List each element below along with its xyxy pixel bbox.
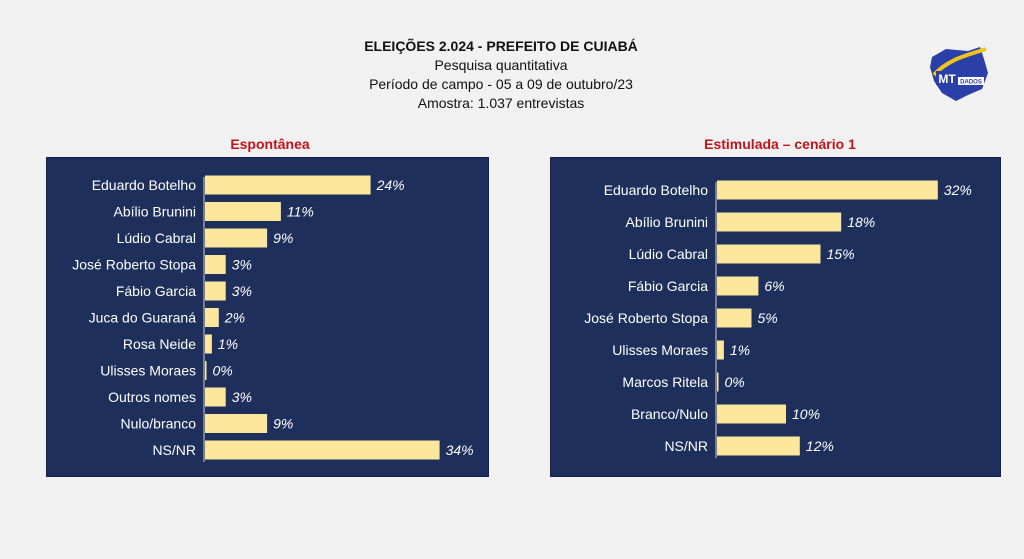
data-label: 2% xyxy=(224,310,245,326)
category-label: Eduardo Botelho xyxy=(92,177,197,193)
bar xyxy=(205,361,207,380)
bar xyxy=(717,372,719,392)
category-label: NS/NR xyxy=(152,442,196,458)
data-label: 3% xyxy=(232,389,252,405)
category-label: Ulisses Moraes xyxy=(100,363,196,379)
data-label: 15% xyxy=(827,246,855,262)
data-label: 1% xyxy=(730,342,750,358)
data-label: 9% xyxy=(273,416,293,432)
data-label: 9% xyxy=(273,230,293,246)
category-label: Lúdio Cabral xyxy=(629,246,708,262)
bar xyxy=(205,440,440,460)
report-title: ELEIÇÕES 2.024 - PREFEITO DE CUIABÁ xyxy=(364,38,638,54)
bar xyxy=(205,414,268,433)
category-label: Eduardo Botelho xyxy=(604,182,709,198)
report-sample: Amostra: 1.037 entrevistas xyxy=(417,95,585,111)
category-label: Marcos Ritela xyxy=(622,374,708,390)
bar xyxy=(205,175,371,195)
data-label: 32% xyxy=(944,182,972,198)
bar xyxy=(717,244,821,264)
report-header: ELEIÇÕES 2.024 - PREFEITO DE CUIABÁ Pesq… xyxy=(0,37,1002,113)
data-label: 0% xyxy=(213,363,233,379)
category-label: Ulisses Moraes xyxy=(612,342,708,358)
data-label: 10% xyxy=(792,406,820,422)
category-label: Abílio Brunini xyxy=(114,204,197,220)
category-label: Fábio Garcia xyxy=(116,283,196,299)
category-label: José Roberto Stopa xyxy=(72,257,196,273)
bar xyxy=(205,281,226,301)
report-period: Período de campo - 05 a 09 de outubro/23 xyxy=(369,76,633,92)
category-label: Rosa Neide xyxy=(123,336,196,352)
category-label: Nulo/branco xyxy=(121,416,197,432)
bar xyxy=(717,308,752,328)
chart-estimulada: Eduardo Botelho 32% Abílio Brunini 18% Lúdio… xyxy=(584,180,972,458)
logo-subtext: DADOS xyxy=(960,80,982,86)
chart-panel-espontanea: Eduardo Botelho 24% Abílio Brunini 11% Lúdio… xyxy=(46,157,489,477)
bar xyxy=(205,334,212,354)
bar xyxy=(717,404,786,424)
data-label: 18% xyxy=(847,214,875,230)
bar xyxy=(205,308,219,327)
data-label: 24% xyxy=(376,177,405,193)
report-subtitle: Pesquisa quantitativa xyxy=(434,57,568,73)
category-label: Abílio Brunini xyxy=(626,214,709,230)
bar xyxy=(717,276,759,296)
bar xyxy=(717,180,938,200)
category-label: Fábio Garcia xyxy=(628,278,708,294)
data-label: 34% xyxy=(446,442,474,458)
bar xyxy=(205,202,281,221)
category-label: Juca do Guaraná xyxy=(89,310,197,326)
data-label: 5% xyxy=(758,310,778,326)
bar xyxy=(717,340,724,360)
chart-title-estimulada: Estimulada – cenário 1 xyxy=(704,136,856,152)
data-label: 12% xyxy=(806,438,834,454)
data-label: 1% xyxy=(218,336,238,352)
data-label: 11% xyxy=(287,204,314,220)
mt-dados-logo: MT DADOS xyxy=(928,45,990,103)
category-label: Branco/Nulo xyxy=(631,406,708,422)
category-label: José Roberto Stopa xyxy=(584,310,708,326)
chart-panel-estimulada: Eduardo Botelho 32% Abílio Brunini 18% Lúdio… xyxy=(550,157,1001,477)
bar xyxy=(205,255,226,274)
category-label: NS/NR xyxy=(664,438,708,454)
chart-title-espontanea: Espontânea xyxy=(230,136,310,152)
data-label: 0% xyxy=(725,374,745,390)
data-label: 6% xyxy=(764,278,784,294)
bar xyxy=(717,436,800,456)
category-label: Outros nomes xyxy=(108,389,196,405)
data-label: 3% xyxy=(232,257,252,273)
bar xyxy=(205,387,226,407)
data-label: 3% xyxy=(232,283,252,299)
category-label: Lúdio Cabral xyxy=(117,230,196,246)
bar xyxy=(205,228,268,248)
chart-espontanea: Eduardo Botelho 24% Abílio Brunini 11% Lúdio… xyxy=(72,175,474,462)
bar xyxy=(717,212,842,232)
logo-text: MT xyxy=(938,72,956,86)
